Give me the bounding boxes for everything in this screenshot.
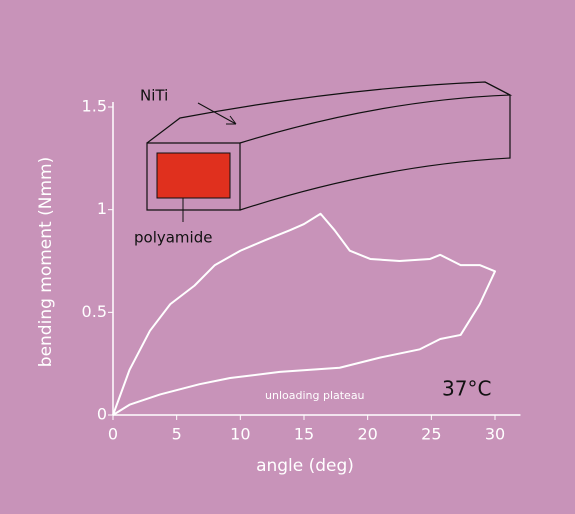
annotation: polyamide xyxy=(134,229,212,247)
y-tick-label: 0 xyxy=(97,405,107,424)
annotation: NiTi xyxy=(140,87,168,105)
page: {"chart_data": {"type": "line", "x_label… xyxy=(0,0,575,514)
panel xyxy=(8,20,566,506)
x-tick-label: 10 xyxy=(230,425,250,444)
x-tick-label: 15 xyxy=(294,425,314,444)
y-tick-label: 1.5 xyxy=(82,97,107,116)
x-tick-label: 25 xyxy=(421,425,441,444)
x-tick-label: 30 xyxy=(485,425,505,444)
annotation: unloading plateau xyxy=(265,389,365,402)
annotation: 37°C xyxy=(442,377,491,401)
core-section xyxy=(157,153,230,198)
x-axis-label: angle (deg) xyxy=(256,456,354,476)
x-tick-label: 20 xyxy=(357,425,377,444)
y-tick-label: 0.5 xyxy=(82,302,107,321)
x-tick-label: 5 xyxy=(172,425,182,444)
chart: NiTi polyamide unloading plateau 37°C an… xyxy=(0,0,575,514)
y-tick-label: 1 xyxy=(97,199,107,218)
x-tick-label: 0 xyxy=(108,425,118,444)
y-axis-label: bending moment (Nmm) xyxy=(36,157,56,367)
